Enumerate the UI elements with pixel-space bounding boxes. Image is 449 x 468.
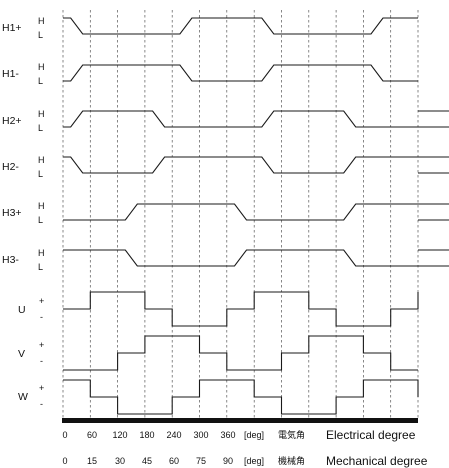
level-high-label: H <box>38 16 45 26</box>
level-high-label: H <box>38 155 45 165</box>
tick-label: 240 <box>166 430 181 440</box>
tick-label: 0 <box>62 430 67 440</box>
hall-waveform <box>63 203 449 221</box>
signal-name: H2- <box>2 161 19 173</box>
signal-name: H3- <box>2 254 19 266</box>
tick-label: 60 <box>87 430 97 440</box>
tick-label: 120 <box>112 430 127 440</box>
minus-label: - <box>40 356 43 366</box>
tick-label: 30 <box>115 456 125 466</box>
level-high-label: H <box>38 109 45 119</box>
level-low-label: L <box>38 262 43 272</box>
axis-label-jp: 電気角 <box>278 429 305 440</box>
phase-waveform <box>63 379 419 415</box>
level-low-label: L <box>38 169 43 179</box>
minus-label: - <box>40 399 43 409</box>
phase-signal-rows: U + - V + - W + - <box>18 291 419 415</box>
tick-label: 75 <box>196 456 206 466</box>
plus-label: + <box>39 296 44 306</box>
signal-name: H1- <box>2 68 19 80</box>
hall-signal-rows: H1+ H L H1- H L H2+ H L H2- H L H3+ H L <box>2 16 449 272</box>
hall-waveform <box>63 110 449 128</box>
signal-row-phase-u: U + - <box>18 291 419 327</box>
tick-label: 300 <box>193 430 208 440</box>
signal-name: H1+ <box>2 22 22 34</box>
axis-label-en: Mechanical degree <box>326 454 428 468</box>
tick-label: 0 <box>62 456 67 466</box>
minus-label: - <box>40 312 43 322</box>
signal-row-h2-minus: H2- H L <box>2 155 449 179</box>
signal-row-phase-v: V + - <box>18 335 418 371</box>
tick-label: 60 <box>169 456 179 466</box>
axis-label-jp: 機械角 <box>278 455 305 466</box>
signal-name: W <box>18 391 28 403</box>
phase-waveform <box>63 291 419 327</box>
plus-label: + <box>39 383 44 393</box>
axis-baseline <box>62 418 418 423</box>
level-low-label: L <box>38 76 43 86</box>
electrical-degree-axis: 0 60 120 180 240 300 360 [deg] 電気角 Elect… <box>62 428 415 442</box>
signal-row-h3-minus: H3- H L <box>2 248 449 272</box>
tick-label: 180 <box>139 430 154 440</box>
level-high-label: H <box>38 248 45 258</box>
level-low-label: L <box>38 123 43 133</box>
signal-row-h2-plus: H2+ H L <box>2 109 449 133</box>
tick-label: 90 <box>223 456 233 466</box>
signal-row-h1-minus: H1- H L <box>2 62 418 86</box>
signal-name: U <box>18 304 26 316</box>
tick-label: 45 <box>142 456 152 466</box>
axis-unit: [deg] <box>244 430 264 440</box>
grid-lines <box>62 10 419 418</box>
tick-label: 15 <box>87 456 97 466</box>
signal-name: H2+ <box>2 115 22 127</box>
signal-name: V <box>18 348 25 360</box>
signal-row-phase-w: W + - <box>18 379 419 415</box>
mechanical-degree-axis: 0 15 30 45 60 75 90 [deg] 機械角 Mechanical… <box>62 454 427 468</box>
hall-waveform <box>63 156 449 174</box>
phase-waveform <box>63 335 418 371</box>
signal-name: H3+ <box>2 207 22 219</box>
level-low-label: L <box>38 215 43 225</box>
level-high-label: H <box>38 201 45 211</box>
axis-label-en: Electrical degree <box>326 428 416 442</box>
hall-waveform <box>63 17 418 35</box>
plus-label: + <box>39 340 44 350</box>
signal-row-h1-plus: H1+ H L <box>2 16 418 40</box>
level-high-label: H <box>38 62 45 72</box>
signal-row-h3-plus: H3+ H L <box>2 201 449 225</box>
hall-waveform <box>63 64 418 82</box>
axis-unit: [deg] <box>244 456 264 466</box>
level-low-label: L <box>38 30 43 40</box>
tick-label: 360 <box>220 430 235 440</box>
hall-waveform <box>63 249 449 267</box>
